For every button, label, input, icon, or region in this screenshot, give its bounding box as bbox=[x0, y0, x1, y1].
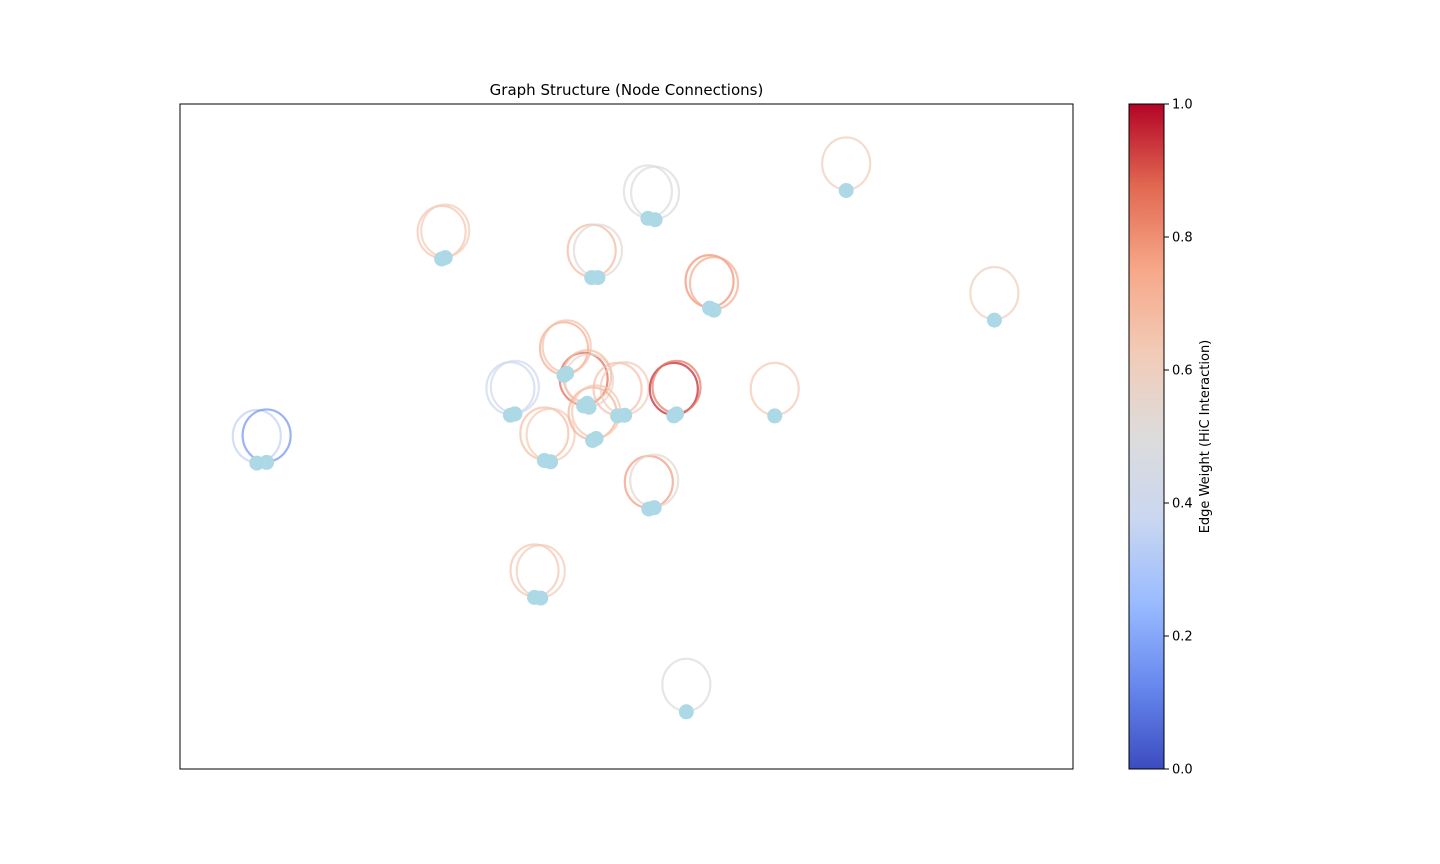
graph-node bbox=[543, 454, 559, 470]
colorbar-label: Edge Weight (HiC Interaction) bbox=[1198, 340, 1213, 534]
graph-node bbox=[437, 250, 453, 266]
graph-node bbox=[590, 270, 606, 286]
colorbar-tick-label: 1.0 bbox=[1172, 98, 1193, 113]
graph-node bbox=[767, 408, 783, 424]
graph-node bbox=[533, 590, 549, 606]
graph-node bbox=[559, 365, 575, 381]
graph-node bbox=[838, 182, 854, 198]
graph-node bbox=[646, 500, 662, 516]
colorbar-ticks: 0.0 0.2 0.4 0.6 0.8 1.0 bbox=[1164, 98, 1193, 778]
colorbar-tick-label: 0.6 bbox=[1172, 364, 1193, 379]
colorbar-tick-label: 0.8 bbox=[1172, 231, 1193, 246]
graph-node bbox=[986, 312, 1002, 328]
plot-area-frame bbox=[179, 103, 1074, 770]
graph-node bbox=[706, 302, 722, 318]
graph-node bbox=[617, 407, 633, 423]
chart-title: Graph Structure (Node Connections) bbox=[490, 81, 764, 99]
graph-node bbox=[579, 395, 595, 411]
nodes-layer bbox=[249, 182, 1002, 720]
graph-node bbox=[507, 406, 523, 422]
graph-node bbox=[588, 430, 604, 446]
colorbar bbox=[1128, 103, 1165, 770]
colorbar-tick-label: 0.0 bbox=[1172, 763, 1193, 778]
graph-node bbox=[647, 212, 663, 228]
graph-node bbox=[678, 704, 694, 720]
graph-node bbox=[669, 406, 685, 422]
graph-node bbox=[259, 454, 275, 470]
colorbar-tick-label: 0.2 bbox=[1172, 630, 1193, 645]
colorbar-tick-label: 0.4 bbox=[1172, 497, 1193, 512]
